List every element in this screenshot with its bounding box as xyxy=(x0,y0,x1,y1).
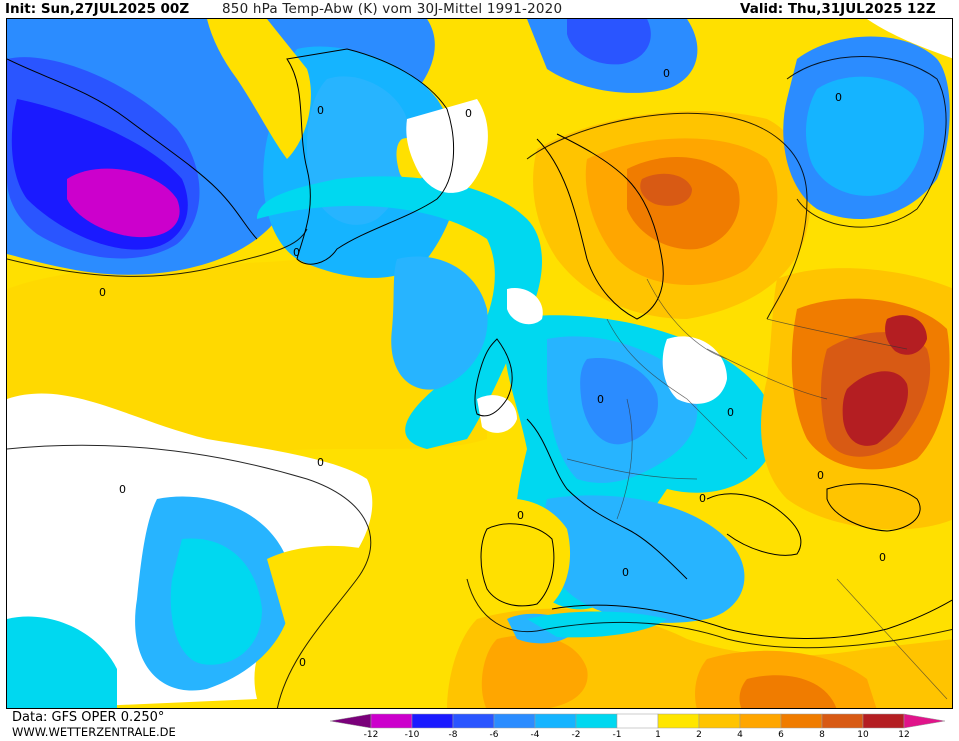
svg-text:0: 0 xyxy=(293,246,300,259)
legend-tick-label: 2 xyxy=(696,730,702,740)
contour-labels: 0 0 0 0 0 0 0 0 0 0 0 0 0 0 0 0 xyxy=(99,67,886,669)
svg-text:0: 0 xyxy=(597,393,604,406)
zero-contours xyxy=(7,56,952,708)
legend-swatch xyxy=(452,713,495,729)
strong-cold-anomaly-core xyxy=(67,168,180,238)
map-canvas: 0 0 0 0 0 0 0 0 0 0 0 0 0 0 0 0 xyxy=(7,19,952,708)
legend-swatch xyxy=(903,713,946,729)
legend-tick-label: 1 xyxy=(655,730,661,740)
legend-tick-label: 8 xyxy=(819,730,825,740)
legend-tick-label: 10 xyxy=(857,730,869,740)
svg-text:0: 0 xyxy=(317,456,324,469)
svg-text:0: 0 xyxy=(317,104,324,117)
legend-tick-label: -2 xyxy=(571,730,581,740)
svg-text:0: 0 xyxy=(517,509,524,522)
legend-tick-label: 4 xyxy=(737,730,743,740)
coastlines xyxy=(7,48,952,639)
svg-text:0: 0 xyxy=(835,91,842,104)
legend-swatch xyxy=(411,713,454,729)
legend-tick-label: -12 xyxy=(363,730,379,740)
legend-swatch xyxy=(657,713,700,729)
svg-text:0: 0 xyxy=(817,469,824,482)
data-source-label: Data: GFS OPER 0.250° xyxy=(12,710,165,725)
legend-swatch xyxy=(493,713,536,729)
map-title: 850 hPa Temp-Abw (K) vom 30J-Mittel 1991… xyxy=(222,1,563,17)
legend-tick-label: -6 xyxy=(489,730,499,740)
legend-swatch xyxy=(370,713,413,729)
legend-tick-label: -4 xyxy=(530,730,540,740)
website-link[interactable]: WWW.WETTERZENTRALE.DE xyxy=(12,725,176,739)
svg-text:0: 0 xyxy=(622,566,629,579)
legend-swatch xyxy=(575,713,618,729)
svg-text:0: 0 xyxy=(879,551,886,564)
legend-colorbar xyxy=(329,713,946,729)
svg-text:0: 0 xyxy=(99,286,106,299)
legend-swatch xyxy=(739,713,782,729)
legend-tick-label: 6 xyxy=(778,730,784,740)
svg-text:0: 0 xyxy=(465,107,472,120)
legend-tick-label: -10 xyxy=(404,730,420,740)
legend-swatch xyxy=(780,713,823,729)
legend-tick-label: 12 xyxy=(898,730,910,740)
legend-swatch xyxy=(862,713,905,729)
legend-swatch xyxy=(534,713,577,729)
map-header: Init: Sun,27JUL2025 00Z 850 hPa Temp-Abw… xyxy=(0,0,959,18)
svg-text:0: 0 xyxy=(699,492,706,505)
init-time: Init: Sun,27JUL2025 00Z xyxy=(5,1,190,17)
legend-tick-label: -8 xyxy=(448,730,458,740)
legend-swatch xyxy=(616,713,659,729)
footer-info: Data: GFS OPER 0.250° WWW.WETTERZENTRALE… xyxy=(12,710,176,740)
legend-swatch xyxy=(821,713,864,729)
color-legend: -12 -10 -8 -6 -4 -2 -1 1 2 4 6 8 10 12 xyxy=(329,712,959,741)
legend-tick-label: -1 xyxy=(612,730,622,740)
strong-warm-anomaly-core xyxy=(842,371,908,446)
temperature-anomaly-map: 0 0 0 0 0 0 0 0 0 0 0 0 0 0 0 0 xyxy=(6,18,953,709)
svg-text:0: 0 xyxy=(727,406,734,419)
legend-swatch xyxy=(698,713,741,729)
valid-time: Valid: Thu,31JUL2025 12Z xyxy=(740,1,936,17)
country-borders xyxy=(566,278,948,700)
legend-swatch xyxy=(329,713,372,729)
svg-text:0: 0 xyxy=(299,656,306,669)
svg-text:0: 0 xyxy=(119,483,126,496)
svg-text:0: 0 xyxy=(663,67,670,80)
